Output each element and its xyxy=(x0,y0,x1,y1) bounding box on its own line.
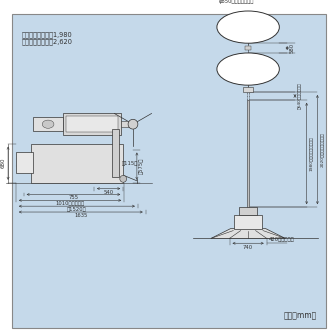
Circle shape xyxy=(128,119,138,129)
Text: 740: 740 xyxy=(243,245,253,250)
Text: 540: 540 xyxy=(104,190,114,195)
Bar xyxy=(16,152,33,173)
Text: （575）: （575） xyxy=(139,158,144,174)
Bar xyxy=(121,121,133,127)
Bar xyxy=(245,46,251,50)
Text: （1520）: （1520） xyxy=(67,207,87,212)
Bar xyxy=(63,114,121,135)
Text: 1635: 1635 xyxy=(74,213,88,218)
Text: 580: 580 xyxy=(289,43,294,53)
Text: 1980（マスト最小高さ）: 1980（マスト最小高さ） xyxy=(309,136,313,171)
Text: （115）: （115） xyxy=(122,161,139,166)
Bar xyxy=(66,116,118,132)
Bar xyxy=(239,207,257,215)
Bar xyxy=(33,117,63,131)
Text: マスト最小高さ、1,980: マスト最小高さ、1,980 xyxy=(22,31,72,38)
Text: 680: 680 xyxy=(1,158,6,168)
Text: 1010（収納時）: 1010（収納時） xyxy=(55,201,85,206)
Text: φ850（バルーン径）: φ850（バルーン径） xyxy=(219,0,254,4)
Circle shape xyxy=(120,175,127,182)
Text: 755: 755 xyxy=(68,195,78,200)
Polygon shape xyxy=(211,228,285,238)
Bar xyxy=(247,100,249,207)
Bar xyxy=(30,144,123,183)
Bar xyxy=(243,87,253,92)
Text: マスト最大高さ、2,620: マスト最大高さ、2,620 xyxy=(22,38,73,45)
Text: 単位（mm）: 単位（mm） xyxy=(283,311,316,320)
Text: 420（収納時）: 420（収納時） xyxy=(269,237,294,242)
Ellipse shape xyxy=(42,120,54,128)
Ellipse shape xyxy=(217,11,279,43)
Bar xyxy=(234,215,262,228)
Ellipse shape xyxy=(217,53,279,85)
Bar xyxy=(112,129,119,177)
Text: （640ストローク）: （640ストローク） xyxy=(297,82,301,109)
Text: 2020（マスト最大高さ）: 2020（マスト最大高さ） xyxy=(319,132,323,167)
